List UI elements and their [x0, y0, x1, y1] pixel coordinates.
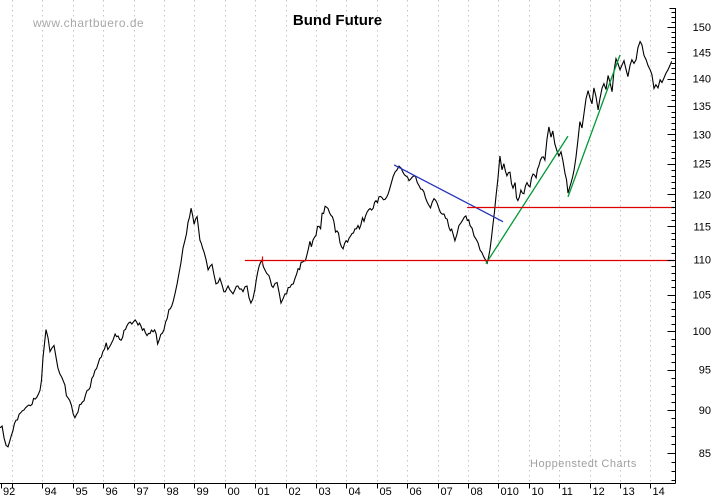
x-axis-label: 08	[471, 486, 483, 498]
y-axis-label: 115	[693, 221, 711, 233]
x-axis-label: 96	[106, 486, 118, 498]
x-axis-label: 01	[258, 486, 270, 498]
x-axis-label: 11	[562, 486, 573, 498]
uptrend-2011-2013	[567, 54, 621, 198]
y-axis-label: 135	[693, 101, 711, 113]
x-axis-label: 13	[623, 486, 635, 498]
x-axis-label: 14	[653, 486, 665, 498]
x-axis-label: 95	[76, 486, 88, 498]
trendlines	[393, 54, 621, 265]
x-axis-label: 07	[441, 486, 453, 498]
x-axis-label: 94	[45, 486, 57, 498]
y-axis-label: 120	[693, 189, 711, 201]
x-axis-label: 04	[349, 486, 361, 498]
watermark: www.chartbuero.de	[33, 16, 145, 30]
y-axis-label: 95	[699, 365, 711, 377]
y-axis-label: 145	[693, 47, 711, 59]
y-axis-label: 125	[693, 159, 711, 171]
x-axis-label: 98	[167, 486, 179, 498]
x-axis-label: 03	[319, 486, 331, 498]
x-axis-label: 99	[197, 486, 209, 498]
axes	[0, 8, 676, 484]
x-axis-label: 05	[380, 486, 392, 498]
y-axis-label: 110	[693, 255, 711, 267]
uptrend-2008-2011	[485, 135, 569, 265]
y-axis-label: 100	[693, 326, 711, 338]
x-axis-label: 06	[410, 486, 422, 498]
y-axis-label: 150	[693, 22, 711, 34]
x-axis-label: 12	[593, 486, 605, 498]
x-axis-label: 00	[228, 486, 240, 498]
y-axis-label: 140	[693, 74, 711, 86]
x-axis: 92 94 95 96 97 98 99 00 01 02 03 04 05 06 07 08 010 10 11 1…	[1, 483, 665, 498]
x-axis-label: 010	[501, 486, 519, 498]
x-axis-label: 97	[137, 486, 149, 498]
y-axis-label: 130	[693, 129, 711, 141]
x-axis-label: 10	[532, 486, 544, 498]
y-axis-label: 85	[699, 448, 711, 460]
y-axis: 150 145 140 135 130 125 120 115 110 105 100 95 90 85	[667, 12, 711, 481]
support-resistance-lines	[244, 206, 675, 265]
chart-credit: Hoppenstedt Charts	[530, 458, 637, 470]
x-axis-label: 92	[3, 486, 15, 498]
downtrend-2005-2009	[393, 164, 504, 223]
y-axis-label: 90	[699, 405, 711, 417]
gridlines	[12, 0, 651, 482]
y-axis-label: 105	[693, 290, 711, 302]
price-line	[0, 40, 673, 448]
page-title: Bund Future	[292, 12, 383, 29]
x-axis-label: 02	[289, 486, 301, 498]
